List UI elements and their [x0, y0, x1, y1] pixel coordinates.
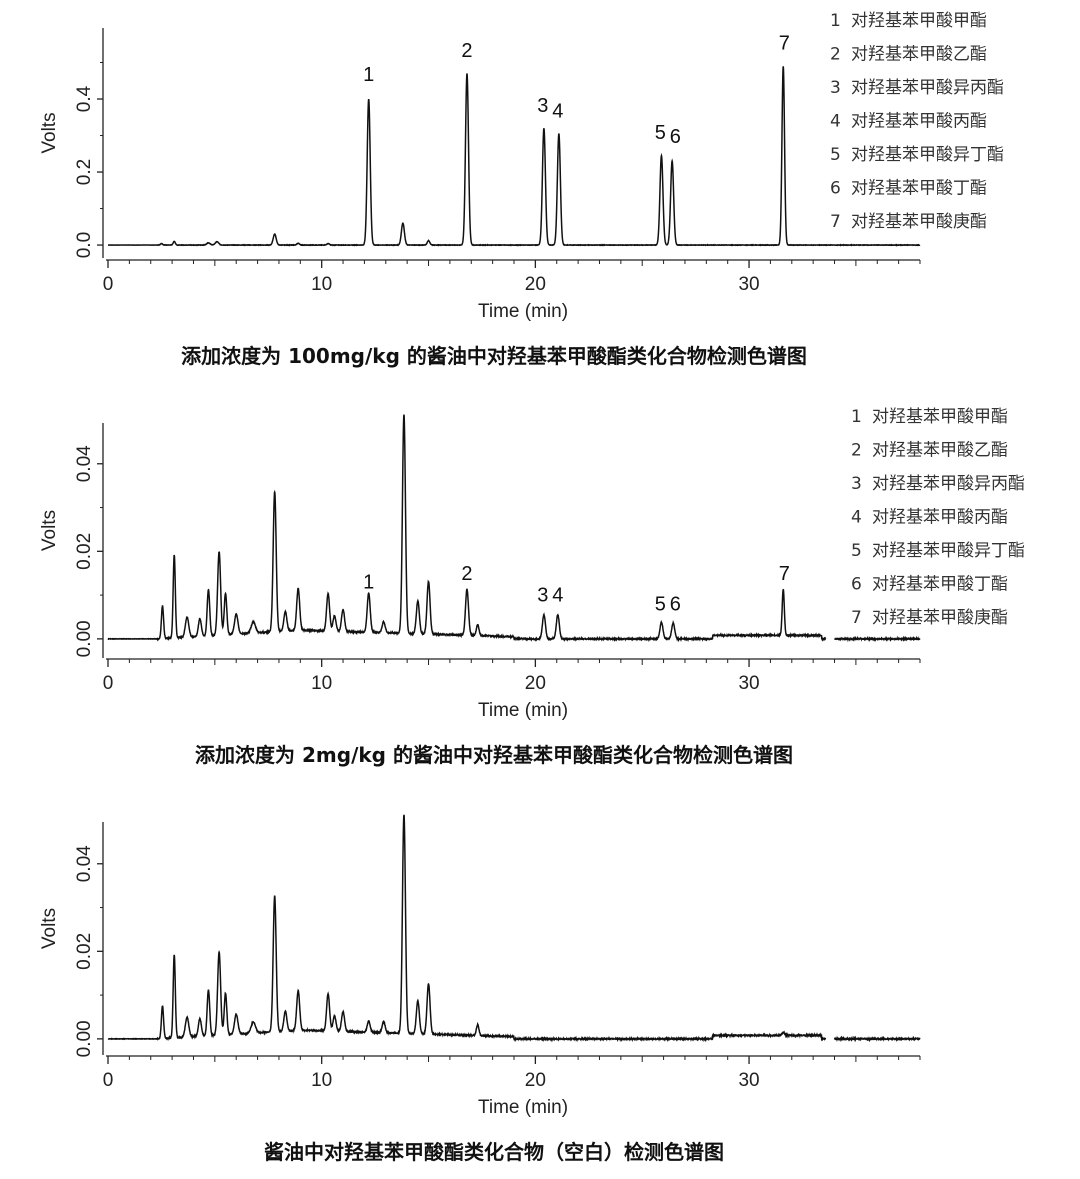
peak-label: 5: [655, 122, 666, 144]
y-tick-label: 0.0: [74, 232, 95, 258]
legend-compound-name: 对羟基苯甲酸丙酯: [872, 508, 1008, 528]
legend-number: 7: [851, 608, 862, 628]
peak-label: 3: [537, 585, 548, 607]
legend-compound-name: 对羟基苯甲酸异丙酯: [872, 474, 1025, 494]
x-tick-label: 10: [311, 673, 332, 694]
legend-compound-name: 对羟基苯甲酸异丁酯: [851, 145, 1004, 165]
legend-compound-name: 对羟基苯甲酸乙酯: [872, 441, 1008, 461]
x-tick-label: 0: [103, 274, 114, 295]
legend-number: 2: [851, 441, 862, 461]
peak-label: 1: [363, 572, 374, 594]
peak-label: 4: [552, 585, 563, 607]
peak-label: 2: [461, 40, 472, 62]
y-tick-label: 0.04: [74, 445, 95, 482]
chart-panel-3: 0.00 0.02 0.04 Volts 0 10 20 30 Time (min) 酱油中对羟基…: [39, 814, 921, 1164]
legend-number: 6: [851, 575, 862, 595]
y-tick-label: 0.2: [74, 159, 95, 185]
legend-number: 4: [851, 508, 862, 528]
peak-label: 7: [779, 33, 790, 55]
x-axis-title: Time (min): [478, 301, 568, 322]
x-axis-title: Time (min): [478, 1097, 568, 1118]
legend-compound-name: 对羟基苯甲酸庚酯: [851, 212, 987, 232]
chromatogram-trace: [834, 635, 921, 643]
y-tick-label: 0.00: [74, 620, 95, 657]
legend-number: 7: [830, 212, 841, 232]
y-tick-label: 0.02: [74, 933, 95, 970]
legend-number: 5: [851, 541, 862, 561]
x-tick-label: 10: [311, 1070, 332, 1091]
legend-number: 5: [830, 145, 841, 165]
legend-compound-name: 对羟基苯甲酸乙酯: [851, 45, 987, 65]
legend-number: 1: [851, 407, 862, 427]
legend-number: 6: [830, 179, 841, 199]
legend-compound-name: 对羟基苯甲酸丁酯: [872, 575, 1008, 595]
legend-number: 4: [830, 112, 841, 132]
legend-compound-name: 对羟基苯甲酸丁酯: [851, 179, 987, 199]
y-tick-label: 0.02: [74, 533, 95, 570]
y-tick-label: 0.4: [74, 85, 95, 112]
chromatogram-trace: [107, 414, 827, 643]
legend-compound-name: 对羟基苯甲酸庚酯: [872, 608, 1008, 628]
chart-caption: 添加浓度为 100mg/kg 的酱油中对羟基苯甲酸酯类化合物检测色谱图: [181, 344, 807, 368]
peak-label: 3: [537, 95, 548, 117]
legend-compound-name: 对羟基苯甲酸甲酯: [851, 11, 987, 31]
peak-label: 1: [363, 64, 374, 86]
legend-number: 1: [830, 11, 841, 31]
x-tick-label: 20: [525, 274, 546, 295]
y-axis-title: Volts: [39, 510, 60, 551]
x-tick-label: 0: [103, 673, 114, 694]
peak-label: 5: [655, 593, 666, 615]
chart-caption: 酱油中对羟基苯甲酸酯类化合物（空白）检测色谱图: [264, 1140, 724, 1164]
chart-caption: 添加浓度为 2mg/kg 的酱油中对羟基苯甲酸酯类化合物检测色谱图: [195, 743, 793, 767]
chromatogram-trace: [107, 814, 827, 1043]
peak-label: 2: [461, 563, 472, 585]
x-axis-title: Time (min): [478, 700, 568, 721]
legend-number: 3: [851, 474, 862, 494]
chromatogram-trace: [107, 66, 921, 247]
x-tick-label: 30: [738, 274, 759, 295]
x-tick-label: 20: [525, 673, 546, 694]
legend-compound-name: 对羟基苯甲酸丙酯: [851, 112, 987, 132]
y-tick-label: 0.04: [74, 845, 95, 882]
legend-number: 2: [830, 45, 841, 65]
x-tick-label: 0: [103, 1070, 114, 1091]
peak-label: 7: [779, 563, 790, 585]
x-tick-label: 30: [738, 673, 759, 694]
chromatogram-trace: [833, 1035, 921, 1043]
x-tick-label: 10: [311, 274, 332, 295]
x-tick-label: 20: [525, 1070, 546, 1091]
legend-compound-name: 对羟基苯甲酸甲酯: [872, 407, 1008, 427]
x-tick-label: 30: [738, 1070, 759, 1091]
y-tick-label: 0.00: [74, 1020, 95, 1057]
y-axis-title: Volts: [39, 112, 60, 153]
peak-label: 6: [670, 593, 681, 615]
legend-compound-name: 对羟基苯甲酸异丙酯: [851, 78, 1004, 98]
y-axis-title: Volts: [39, 908, 60, 949]
peak-label: 6: [670, 126, 681, 148]
legend-compound-name: 对羟基苯甲酸异丁酯: [872, 541, 1025, 561]
peak-label: 4: [552, 100, 563, 122]
legend-number: 3: [830, 78, 841, 98]
